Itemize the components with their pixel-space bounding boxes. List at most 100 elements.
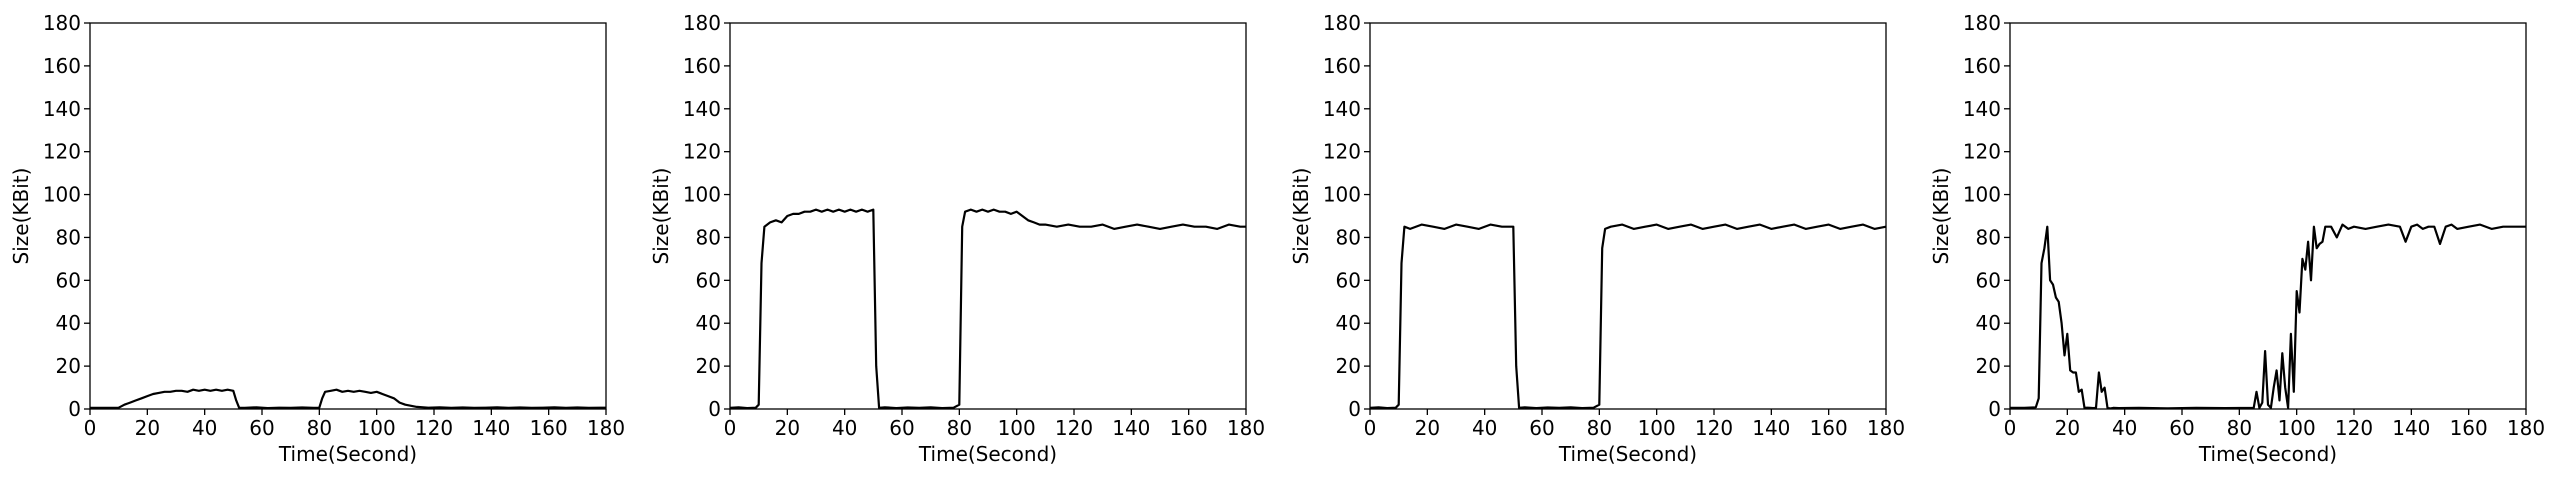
x-tick-label: 0 <box>724 416 737 440</box>
series-line <box>729 208 1246 410</box>
y-tick-label: 40 <box>1976 311 2001 335</box>
y-axis-label: Size(KBit) <box>1929 168 1953 265</box>
y-tick-label: 80 <box>1976 225 2001 249</box>
y-tick-label: 100 <box>1323 183 1361 207</box>
y-axis-label: Size(KBit) <box>1289 168 1313 265</box>
plot-frame <box>2009 22 2527 410</box>
x-tick-label: 140 <box>2392 416 2430 440</box>
x-tick-label: 60 <box>2169 416 2194 440</box>
y-tick-label: 120 <box>1963 140 2001 164</box>
y-tick-label: 0 <box>1348 397 1361 421</box>
x-tick-label: 180 <box>1867 416 1905 440</box>
y-tick-label: 100 <box>43 183 81 207</box>
x-tick-label: 20 <box>775 416 800 440</box>
y-tick-label: 160 <box>1323 54 1361 78</box>
subplot-4: 0 20 40 60 80 100 120 140 160 180 0 20 40 60 80 100 120 1… <box>1929 11 2545 466</box>
x-tick-label: 120 <box>1695 416 1733 440</box>
plot-frame <box>89 22 607 410</box>
y-tick-label: 80 <box>1336 225 1361 249</box>
x-tick-label: 0 <box>1364 416 1377 440</box>
y-tick-label: 20 <box>1976 354 2001 378</box>
x-tick-label: 140 <box>1752 416 1790 440</box>
y-tick-label: 60 <box>696 268 721 292</box>
x-tick-label: 180 <box>587 416 625 440</box>
series-line <box>2010 223 2526 410</box>
x-tick-label: 80 <box>1587 416 1612 440</box>
y-tick-label: 180 <box>1963 11 2001 35</box>
x-tick-label: 80 <box>307 416 332 440</box>
x-tick-label: 80 <box>2227 416 2252 440</box>
y-axis-label: Size(KBit) <box>9 168 33 265</box>
x-tick-label: 60 <box>249 416 274 440</box>
x-tick-label: 120 <box>1055 416 1093 440</box>
x-axis-label: Time(Second) <box>1558 442 1697 466</box>
x-tick-label: 160 <box>2450 416 2488 440</box>
y-tick-label: 120 <box>683 140 721 164</box>
x-tick-label: 0 <box>2004 416 2017 440</box>
y-tick-label: 140 <box>683 97 721 121</box>
x-tick-label: 20 <box>135 416 160 440</box>
x-tick-label: 160 <box>1810 416 1848 440</box>
x-tick-label: 180 <box>1227 416 1265 440</box>
x-axis-label: Time(Second) <box>278 442 417 466</box>
x-tick-label: 40 <box>1472 416 1497 440</box>
y-tick-label: 40 <box>56 311 81 335</box>
y-tick-label: 180 <box>43 11 81 35</box>
y-tick-label: 20 <box>56 354 81 378</box>
series-line <box>90 388 606 410</box>
x-tick-label: 100 <box>2278 416 2316 440</box>
x-tick-label: 60 <box>1529 416 1554 440</box>
x-tick-label: 140 <box>1112 416 1150 440</box>
x-tick-label: 20 <box>2055 416 2080 440</box>
series-line <box>1369 223 1887 410</box>
x-tick-label: 120 <box>415 416 453 440</box>
x-tick-label: 60 <box>889 416 914 440</box>
x-tick-label: 160 <box>530 416 568 440</box>
y-tick-label: 40 <box>1336 311 1361 335</box>
y-tick-label: 180 <box>683 11 721 35</box>
plot-frame <box>1369 22 1887 410</box>
y-tick-label: 160 <box>683 54 721 78</box>
y-tick-label: 80 <box>56 225 81 249</box>
y-tick-label: 100 <box>683 183 721 207</box>
x-tick-label: 40 <box>832 416 857 440</box>
y-tick-label: 120 <box>43 140 81 164</box>
plot-frame <box>729 22 1247 410</box>
y-tick-label: 100 <box>1963 183 2001 207</box>
y-tick-label: 140 <box>1963 97 2001 121</box>
x-axis-label: Time(Second) <box>2198 442 2337 466</box>
x-tick-label: 100 <box>358 416 396 440</box>
x-tick-label: 120 <box>2335 416 2373 440</box>
x-tick-label: 80 <box>947 416 972 440</box>
subplot-3: 0 20 40 60 80 100 120 140 160 180 0 20 40 60 80 100 120 1… <box>1289 11 1905 466</box>
x-axis-label: Time(Second) <box>918 442 1057 466</box>
y-tick-label: 140 <box>43 97 81 121</box>
x-tick-label: 180 <box>2507 416 2545 440</box>
y-tick-label: 180 <box>1323 11 1361 35</box>
y-tick-label: 0 <box>1988 397 2001 421</box>
y-tick-label: 60 <box>1976 268 2001 292</box>
y-tick-label: 20 <box>696 354 721 378</box>
subplot-1: 0 20 40 60 80 100 120 140 160 180 0 20 40 60 80 100 120 1… <box>9 11 625 466</box>
x-tick-label: 100 <box>1638 416 1676 440</box>
y-tick-label: 40 <box>696 311 721 335</box>
x-tick-label: 100 <box>998 416 1036 440</box>
y-tick-label: 160 <box>1963 54 2001 78</box>
y-tick-label: 60 <box>56 268 81 292</box>
x-tick-label: 40 <box>192 416 217 440</box>
y-tick-label: 60 <box>1336 268 1361 292</box>
y-tick-label: 0 <box>68 397 81 421</box>
y-tick-label: 120 <box>1323 140 1361 164</box>
y-tick-label: 160 <box>43 54 81 78</box>
subplot-2: 0 20 40 60 80 100 120 140 160 180 0 20 40 60 80 100 120 1… <box>649 11 1265 466</box>
x-tick-label: 20 <box>1415 416 1440 440</box>
y-tick-label: 140 <box>1323 97 1361 121</box>
x-tick-label: 160 <box>1170 416 1208 440</box>
y-tick-label: 80 <box>696 225 721 249</box>
y-tick-label: 0 <box>708 397 721 421</box>
y-tick-label: 20 <box>1336 354 1361 378</box>
y-axis-label: Size(KBit) <box>649 168 673 265</box>
x-tick-label: 0 <box>84 416 97 440</box>
x-tick-label: 140 <box>472 416 510 440</box>
